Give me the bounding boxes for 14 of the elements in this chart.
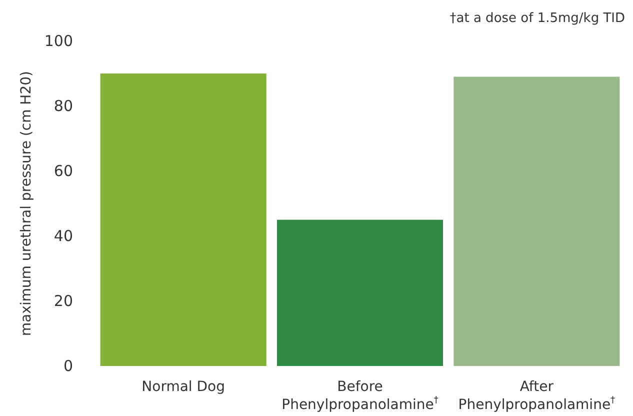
text: †at a dose of 1.5mg/kg TID <box>450 11 625 26</box>
x-tick-label: Normal Dog <box>142 379 226 395</box>
y-tick-label: 40 <box>54 227 73 245</box>
x-tick-label: Before Phenylpropanolamine† <box>282 379 439 413</box>
y-tick-label: 100 <box>44 32 73 50</box>
y-tick-label: 0 <box>63 357 73 375</box>
y-tick-label: 80 <box>54 97 73 115</box>
bar <box>100 74 266 366</box>
y-tick-label: 20 <box>54 292 73 310</box>
y-axis-title: maximum urethral pressure (cm H20) <box>18 71 34 336</box>
bar <box>454 76 620 366</box>
y-tick-label: 60 <box>54 162 73 180</box>
bar <box>276 220 444 366</box>
x-tick-label: After Phenylpropanolamine† <box>458 379 616 413</box>
